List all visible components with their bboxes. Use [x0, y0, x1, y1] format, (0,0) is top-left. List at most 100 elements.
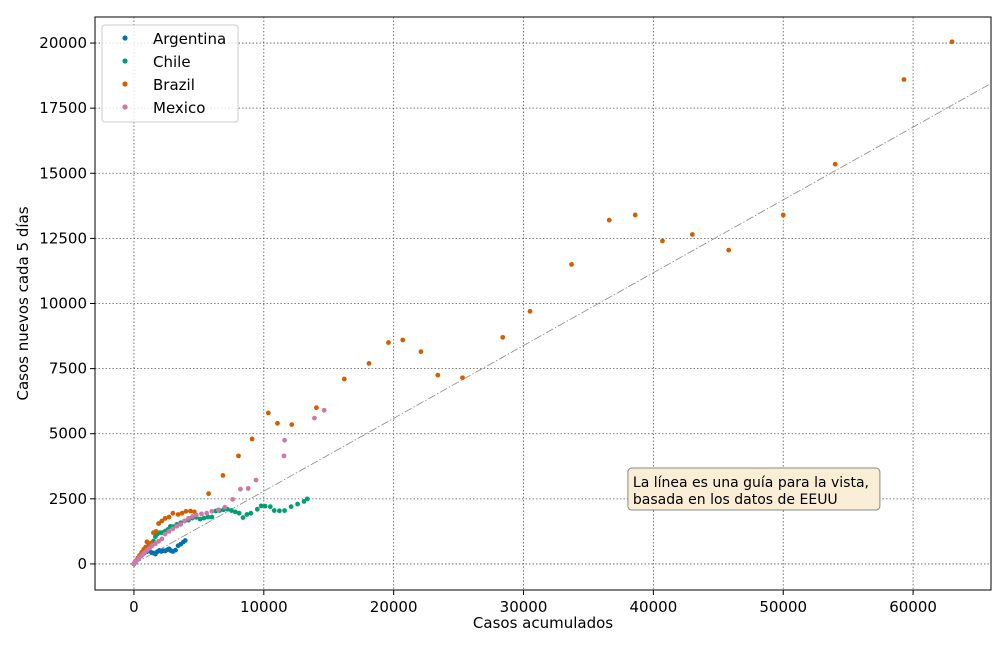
data-point-mexico	[282, 437, 287, 443]
data-point-brazil	[832, 161, 838, 167]
data-point-mexico	[204, 510, 210, 516]
data-point-brazil	[435, 372, 441, 378]
data-point-chile	[201, 515, 207, 521]
x-tick-label: 20000	[370, 598, 418, 616]
guide-line	[133, 83, 992, 565]
data-point-brazil	[289, 422, 295, 428]
data-point-argentina	[182, 538, 188, 543]
data-point-brazil	[188, 508, 193, 514]
x-tick-label: 10000	[240, 598, 288, 616]
data-point-brazil	[162, 515, 168, 521]
x-tick-label: 60000	[889, 598, 937, 616]
data-point-mexico	[170, 526, 176, 532]
legend-marker-brazil	[122, 81, 128, 87]
grid	[95, 17, 991, 590]
data-point-mexico	[174, 523, 180, 529]
data-point-brazil	[166, 514, 172, 520]
data-point-mexico	[253, 477, 259, 483]
data-point-chile	[248, 510, 254, 516]
y-tick-label: 12500	[39, 229, 87, 247]
annotation-background	[627, 467, 881, 511]
data-point-chile	[288, 504, 294, 510]
y-axis-title: Casos nuevos cada 5 días	[14, 206, 32, 400]
data-point-chile	[232, 509, 238, 515]
data-point-mexico	[159, 536, 165, 542]
data-point-brazil	[249, 436, 255, 442]
data-point-mexico	[189, 514, 195, 519]
data-point-mexico	[166, 528, 172, 534]
y-tick-label: 10000	[39, 295, 87, 313]
data-point-chile	[236, 510, 242, 516]
legend-label-argentina: Argentina	[153, 30, 226, 48]
data-point-chile	[197, 516, 203, 522]
data-point-chile	[276, 508, 282, 514]
data-point-brazil	[153, 528, 159, 534]
annotation-line-1: La línea es una guía para la vista,	[633, 475, 869, 491]
data-point-brazil	[400, 337, 406, 343]
data-point-brazil	[156, 521, 162, 526]
data-point-mexico	[238, 486, 243, 492]
y-tick-label: 5000	[49, 425, 87, 443]
data-point-chile	[301, 499, 307, 504]
data-point-brazil	[780, 212, 786, 218]
data-point-brazil	[179, 510, 185, 516]
data-point-brazil	[220, 473, 226, 478]
data-point-brazil	[500, 334, 506, 340]
data-point-brazil	[206, 491, 212, 497]
data-point-chile	[244, 512, 250, 517]
data-point-chile	[271, 508, 277, 513]
x-tick-label: 40000	[630, 598, 678, 616]
data-point-chile	[267, 504, 273, 510]
axis-ticks: 0 10000 20000 30000 40000 50000 60000 0 2500 5000…	[39, 34, 937, 616]
data-point-mexico	[178, 521, 184, 527]
data-point-mexico	[209, 508, 215, 514]
data-point-brazil	[460, 375, 465, 381]
data-point-mexico	[222, 504, 228, 510]
y-tick-label: 15000	[39, 164, 87, 182]
data-point-argentina	[173, 547, 178, 553]
data-point-brazil	[569, 262, 574, 267]
data-point-brazil	[175, 512, 181, 517]
y-tick-label: 0	[77, 555, 87, 573]
legend-marker-argentina	[122, 35, 128, 41]
data-point-mexico	[199, 511, 204, 517]
data-point-brazil	[386, 340, 391, 345]
data-point-chile	[254, 506, 260, 512]
data-point-chile	[228, 508, 234, 513]
data-point-chile	[262, 503, 268, 509]
x-tick-label: 50000	[759, 598, 807, 616]
data-point-brazil	[341, 376, 347, 382]
data-point-brazil	[726, 247, 732, 253]
annotation-line-2: basada en los datos de EEUU	[633, 492, 838, 508]
legend-label-chile: Chile	[153, 53, 191, 71]
data-point-mexico	[186, 515, 191, 521]
x-tick-label: 0	[129, 598, 139, 616]
data-point-chile	[258, 503, 264, 509]
data-point-mexico	[215, 507, 221, 513]
y-tick-label: 2500	[49, 490, 87, 508]
data-point-chile	[205, 514, 211, 520]
legend: Argentina Chile Brazil Mexico	[101, 24, 239, 123]
data-point-mexico	[182, 518, 188, 524]
legend-box	[101, 24, 239, 123]
data-point-brazil	[660, 238, 665, 244]
data-point-brazil	[366, 361, 372, 366]
data-point-chile	[304, 496, 310, 502]
legend-label-mexico: Mexico	[153, 99, 205, 117]
data-point-brazil	[236, 453, 241, 459]
data-point-mexico	[162, 531, 168, 537]
data-point-brazil	[275, 420, 280, 426]
data-point-brazil	[418, 349, 424, 355]
data-point-brazil	[159, 518, 165, 524]
data-point-brazil	[606, 217, 612, 223]
data-point-brazil	[527, 308, 533, 314]
data-point-brazil	[689, 232, 695, 237]
data-point-brazil	[170, 510, 176, 516]
x-tick-label: 30000	[500, 598, 548, 616]
data-point-chile	[209, 514, 215, 520]
x-axis-title: Casos acumulados	[473, 614, 613, 632]
data-point-mexico	[193, 512, 199, 518]
legend-marker-mexico	[122, 104, 128, 110]
data-point-brazil	[265, 410, 271, 416]
